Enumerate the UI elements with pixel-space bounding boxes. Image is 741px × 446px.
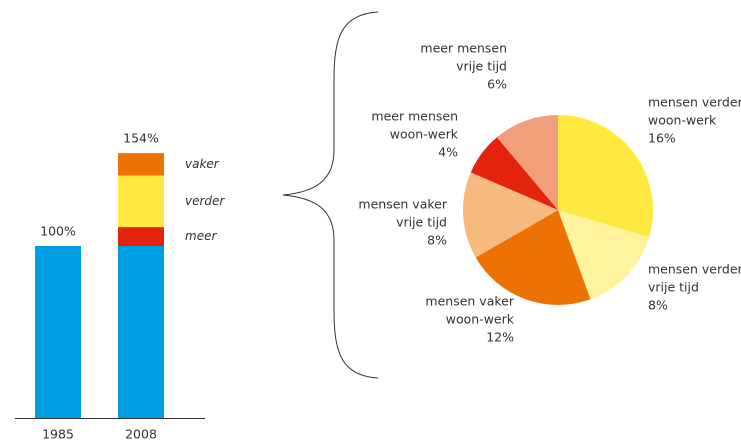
slice-value-label: 8% — [648, 298, 668, 313]
bar-segment — [118, 153, 164, 176]
slice-label: meer mensen — [371, 109, 458, 124]
slice-label: vrije tijd — [456, 59, 507, 74]
slice-label: vrije tijd — [648, 280, 699, 295]
slice-label: mensen verder — [648, 95, 741, 110]
bar-segment — [35, 246, 81, 418]
slice-value-label: 4% — [438, 145, 458, 160]
slice-value-label: 16% — [648, 131, 676, 146]
slice-label: mensen vaker — [425, 294, 514, 309]
slice-label: woon-werk — [390, 127, 459, 142]
segment-label: verder — [185, 194, 225, 208]
slice-label: meer mensen — [420, 41, 507, 56]
slice-value-label: 6% — [487, 77, 507, 92]
pie-slice — [463, 172, 558, 258]
pie-slice — [558, 115, 654, 238]
bar-segment — [118, 175, 164, 228]
pie-slice — [470, 137, 558, 210]
bar-segment — [118, 227, 164, 246]
x-tick-label: 1985 — [42, 427, 74, 442]
slice-label: woon-werk — [446, 312, 515, 327]
slice-value-label: 8% — [427, 233, 447, 248]
slice-value-label: 12% — [486, 330, 514, 345]
slice-label: vrije tijd — [396, 215, 447, 230]
total-label: 154% — [123, 131, 159, 146]
bar-segment — [118, 246, 164, 418]
slice-label: mensen vaker — [358, 197, 447, 212]
total-label: 100% — [40, 224, 76, 239]
slice-label: mensen verder — [648, 262, 741, 277]
pie-slice — [496, 115, 558, 210]
segment-label: vaker — [185, 157, 220, 171]
brace — [282, 11, 379, 379]
segment-label: meer — [185, 229, 217, 243]
x-tick-label: 2008 — [125, 427, 157, 442]
pie-slice — [475, 210, 591, 306]
pie-slice — [558, 210, 650, 300]
slice-label: woon-werk — [648, 113, 717, 128]
